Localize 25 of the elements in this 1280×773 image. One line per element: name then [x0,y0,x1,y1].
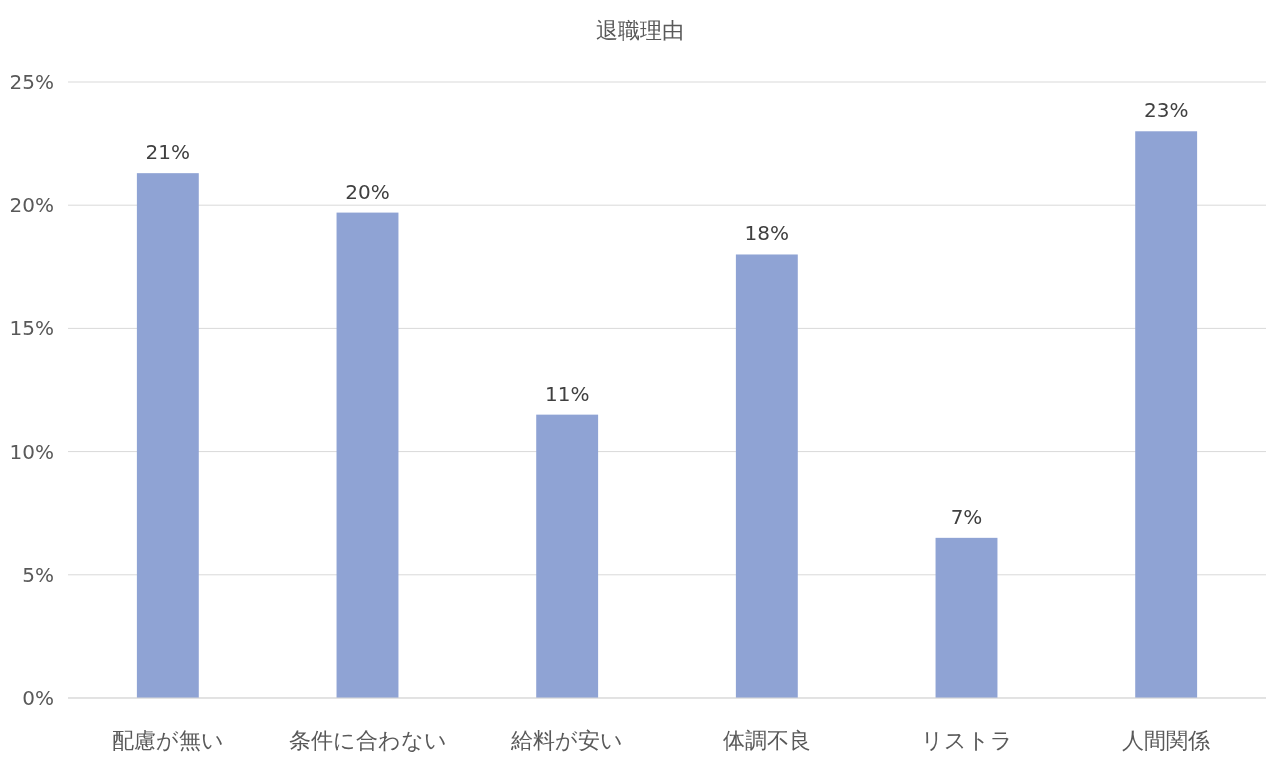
y-tick-label: 5% [22,562,54,587]
x-tick-label: 給料が安い [510,728,624,753]
y-tick-label: 10% [9,439,54,464]
data-label: 11% [544,381,590,406]
bar [336,212,399,698]
data-label: 7% [950,504,983,529]
chart-title: 退職理由 [596,18,684,43]
x-tick-label: 人間関係 [1122,728,1211,753]
y-tick-label: 0% [22,686,54,710]
bar [735,254,798,698]
bar [935,537,998,698]
y-tick-label: 20% [9,193,54,218]
bar [1135,131,1198,698]
data-label: 23% [1143,98,1189,123]
bar [136,173,199,698]
y-tick-label: 15% [9,316,54,341]
x-tick-label: 条件に合わない [288,728,447,753]
x-tick-label: 配慮が無い [111,728,224,753]
x-tick-label: リストラ [920,728,1013,753]
x-tick-label: 体調不良 [722,728,811,753]
bar [536,414,599,698]
data-label: 18% [744,221,790,246]
data-label: 21% [145,140,191,165]
data-label: 20% [345,179,390,204]
y-tick-label: 25% [9,70,54,94]
